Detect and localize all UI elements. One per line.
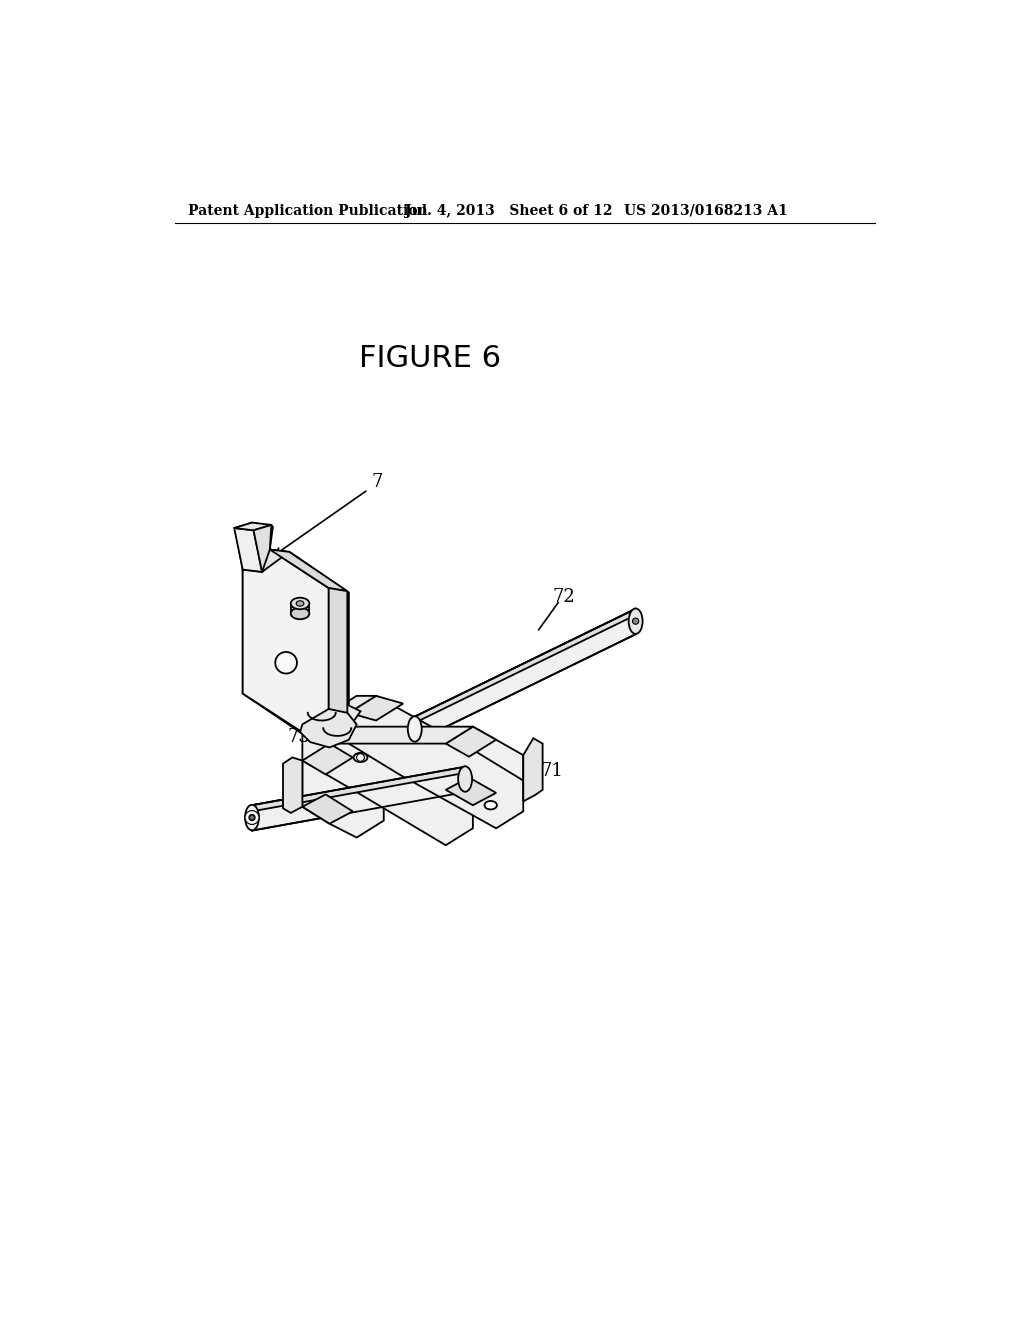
Polygon shape — [256, 527, 273, 573]
Polygon shape — [349, 696, 523, 829]
Polygon shape — [252, 767, 465, 812]
Polygon shape — [301, 711, 347, 733]
Polygon shape — [301, 713, 349, 734]
Polygon shape — [445, 777, 496, 805]
Polygon shape — [300, 709, 356, 747]
Polygon shape — [270, 549, 347, 591]
Polygon shape — [243, 549, 329, 731]
Circle shape — [245, 810, 259, 825]
Polygon shape — [302, 713, 473, 845]
Circle shape — [276, 655, 297, 675]
Circle shape — [250, 816, 254, 820]
Ellipse shape — [408, 717, 422, 742]
Polygon shape — [445, 726, 523, 818]
Polygon shape — [234, 523, 273, 532]
Polygon shape — [234, 523, 271, 531]
Polygon shape — [445, 726, 496, 756]
Polygon shape — [302, 713, 356, 738]
Circle shape — [249, 814, 255, 821]
Text: FIGURE 6: FIGURE 6 — [359, 345, 502, 374]
Ellipse shape — [296, 602, 304, 607]
Polygon shape — [270, 549, 349, 593]
Polygon shape — [329, 589, 347, 714]
Text: Patent Application Publication: Patent Application Publication — [188, 203, 428, 218]
Polygon shape — [329, 590, 349, 715]
Polygon shape — [523, 738, 543, 801]
Text: 72: 72 — [552, 589, 574, 606]
Polygon shape — [234, 528, 263, 573]
Circle shape — [633, 618, 639, 624]
Ellipse shape — [292, 599, 308, 610]
Polygon shape — [349, 696, 403, 721]
Polygon shape — [319, 704, 360, 734]
Text: 71: 71 — [541, 763, 563, 780]
Ellipse shape — [458, 767, 472, 792]
Circle shape — [275, 652, 297, 673]
Polygon shape — [283, 758, 302, 813]
Polygon shape — [254, 525, 271, 572]
Text: Jul. 4, 2013   Sheet 6 of 12: Jul. 4, 2013 Sheet 6 of 12 — [406, 203, 613, 218]
Ellipse shape — [245, 805, 259, 830]
Polygon shape — [330, 696, 376, 713]
Ellipse shape — [291, 607, 309, 619]
Text: 7: 7 — [372, 473, 383, 491]
Polygon shape — [243, 549, 329, 733]
Polygon shape — [415, 609, 636, 723]
Polygon shape — [252, 767, 465, 830]
Polygon shape — [302, 743, 352, 775]
Polygon shape — [302, 743, 384, 837]
Ellipse shape — [296, 601, 304, 606]
Circle shape — [356, 754, 365, 762]
Ellipse shape — [484, 801, 497, 809]
Polygon shape — [302, 795, 352, 824]
Polygon shape — [234, 528, 262, 572]
Polygon shape — [415, 609, 636, 742]
Ellipse shape — [629, 609, 643, 634]
Polygon shape — [243, 549, 291, 573]
Ellipse shape — [292, 609, 308, 619]
Polygon shape — [243, 549, 289, 572]
Ellipse shape — [291, 598, 309, 610]
Text: 73: 73 — [287, 729, 310, 746]
Text: US 2013/0168213 A1: US 2013/0168213 A1 — [624, 203, 787, 218]
Polygon shape — [330, 726, 473, 743]
Ellipse shape — [353, 752, 368, 762]
